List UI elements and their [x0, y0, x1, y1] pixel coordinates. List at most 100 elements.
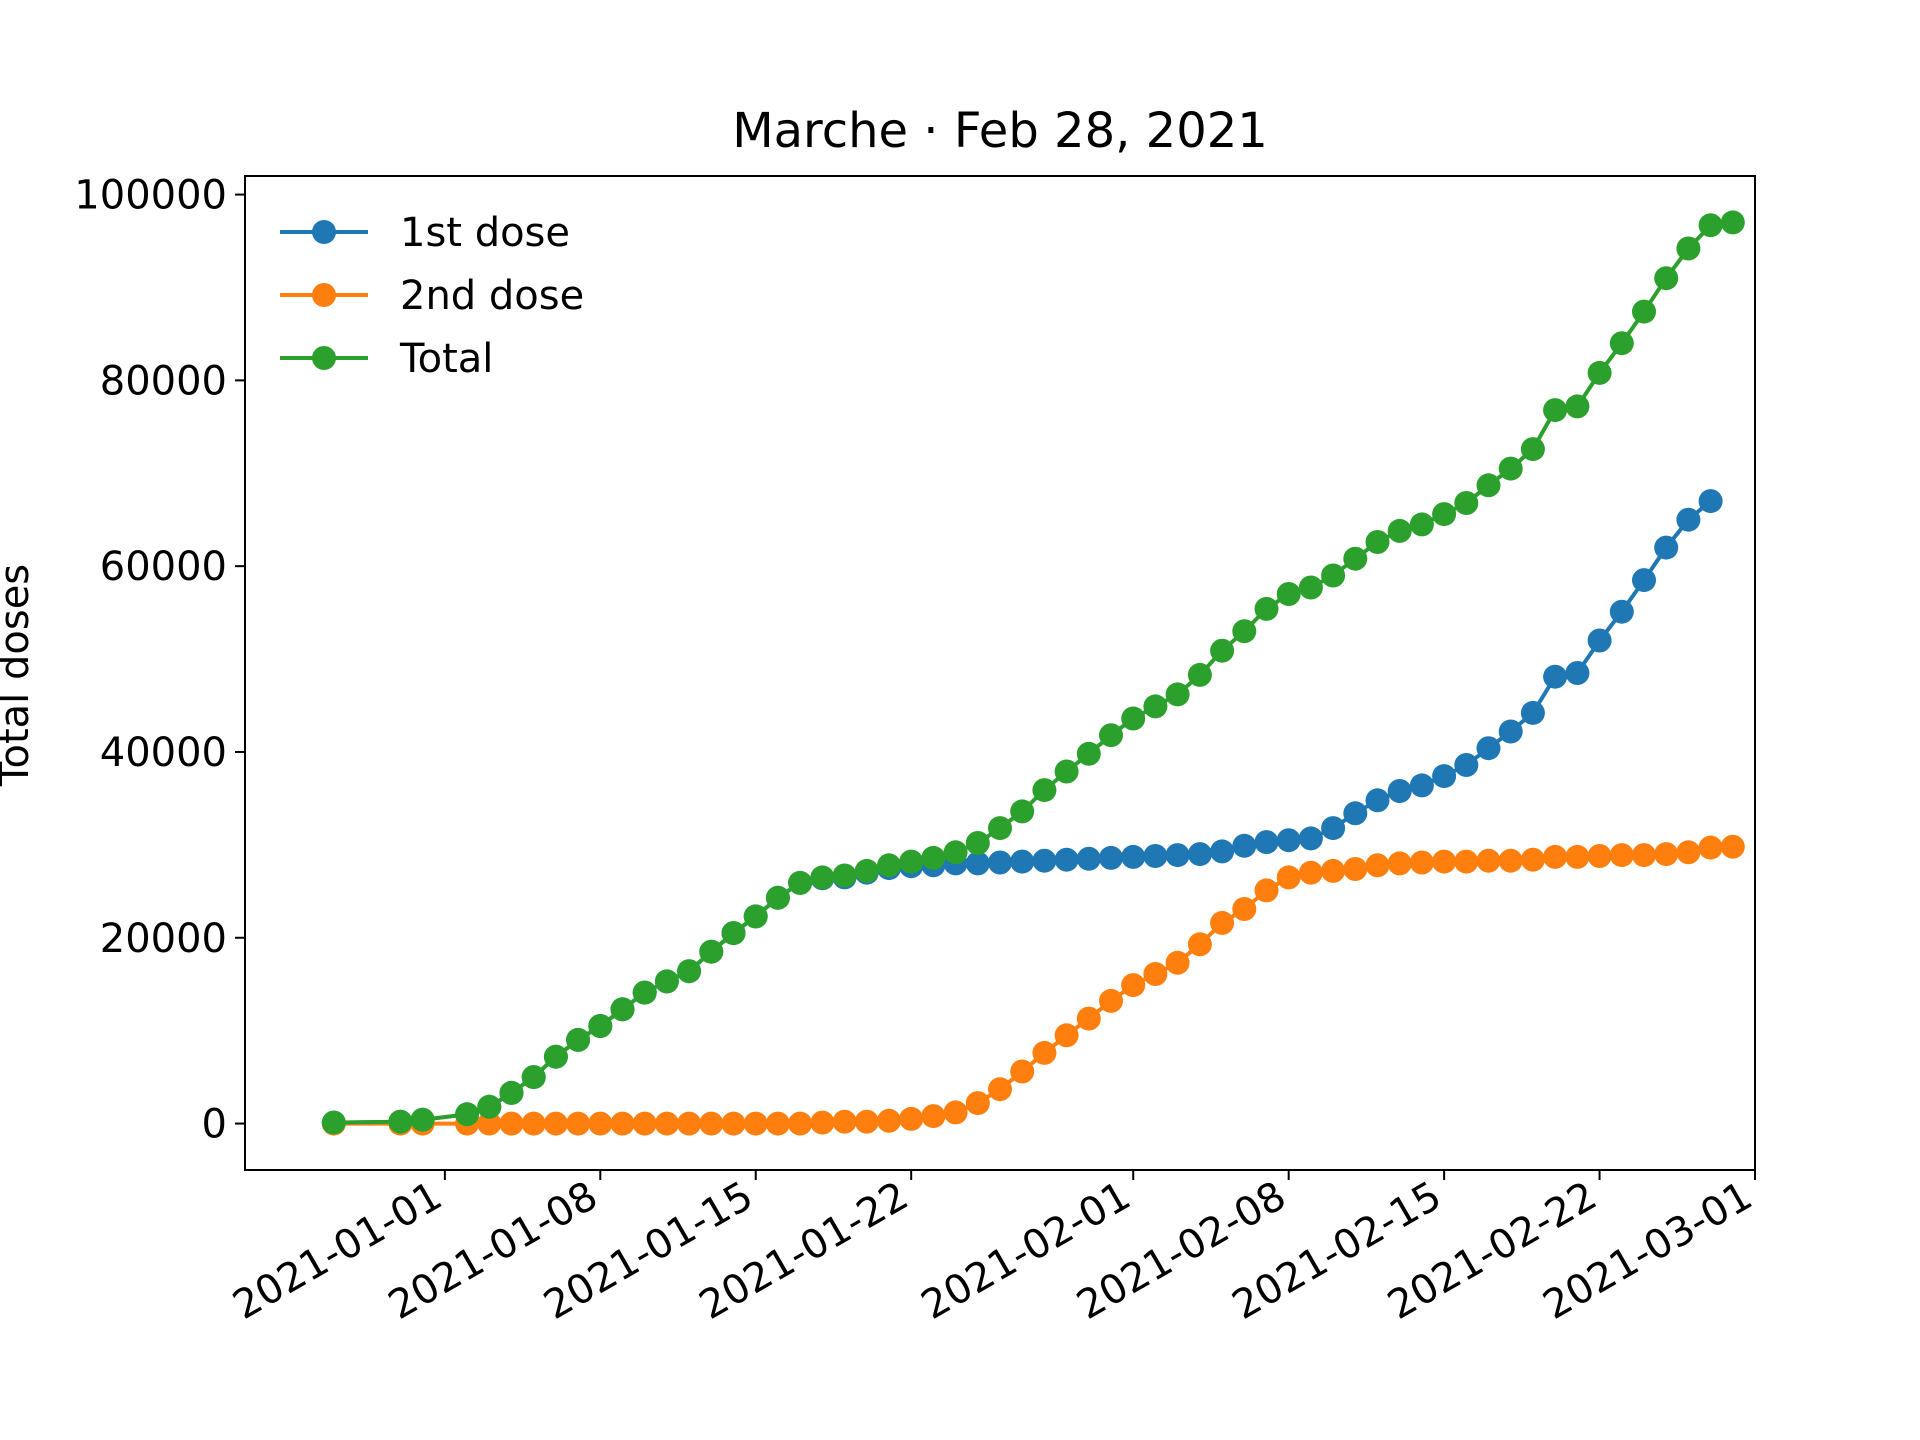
data-point-total [877, 853, 901, 878]
data-point-total [1609, 331, 1634, 356]
data-point-first-dose [1454, 753, 1479, 777]
plot-frame [244, 175, 1756, 1171]
data-point-total [1520, 437, 1545, 462]
data-point-second-dose [1143, 962, 1168, 986]
y-tick-label: 60000 [100, 544, 227, 590]
data-point-second-dose [943, 1100, 968, 1125]
data-point-total [1054, 759, 1079, 784]
data-point-total [455, 1102, 480, 1127]
data-point-second-dose [521, 1111, 546, 1136]
data-point-first-dose [1076, 846, 1101, 871]
data-point-total [832, 863, 857, 888]
data-point-first-dose [1343, 801, 1368, 826]
data-point-total [1387, 518, 1412, 543]
data-point-second-dose [1476, 848, 1501, 873]
data-point-total [1254, 596, 1279, 621]
data-point-second-dose [1520, 847, 1545, 872]
data-point-second-dose [899, 1106, 924, 1131]
data-point-second-dose [677, 1111, 702, 1136]
data-point-total [854, 858, 879, 883]
data-point-total [1454, 491, 1479, 515]
data-point-second-dose [1254, 878, 1279, 903]
data-point-total [1032, 778, 1057, 803]
data-point-total [588, 1014, 613, 1038]
data-point-second-dose [610, 1111, 635, 1136]
data-point-total [1409, 512, 1434, 537]
data-point-second-dose [477, 1111, 502, 1136]
data-point-first-dose [1298, 826, 1323, 851]
data-point-second-dose [1010, 1059, 1035, 1084]
data-point-first-dose [1321, 816, 1346, 841]
data-point-total [1365, 530, 1390, 554]
data-point-second-dose [632, 1111, 657, 1136]
y-axis: 0 20000 40000 60000 80000 100000 [74, 173, 245, 1148]
data-point-total [632, 980, 657, 1005]
data-point-second-dose [765, 1111, 790, 1136]
data-point-second-dose [499, 1111, 524, 1136]
data-point-second-dose [1432, 849, 1457, 874]
data-point-total [321, 1110, 346, 1135]
data-point-second-dose [654, 1111, 679, 1136]
data-point-second-dose [543, 1111, 568, 1136]
data-point-total [610, 997, 635, 1022]
data-point-first-dose [1165, 843, 1190, 868]
data-point-second-dose [1298, 860, 1323, 885]
data-point-total [410, 1107, 435, 1132]
data-point-second-dose [1698, 835, 1723, 860]
legend: 1st dose 2nd dose Total [280, 210, 584, 382]
data-point-first-dose [1432, 764, 1457, 789]
data-point-second-dose [1165, 950, 1190, 975]
data-point-total [499, 1080, 524, 1105]
data-point-total [1099, 723, 1123, 748]
data-point-total [1232, 619, 1257, 644]
legend-marker-second-dose [312, 283, 336, 307]
data-point-second-dose [1632, 843, 1656, 868]
data-point-second-dose [1099, 988, 1123, 1013]
data-point-second-dose [965, 1091, 990, 1116]
data-point-total [1498, 456, 1523, 481]
data-point-total [1432, 502, 1457, 527]
data-point-first-dose [1609, 599, 1634, 624]
data-point-second-dose [988, 1077, 1012, 1102]
plot-marks [321, 210, 1745, 1136]
data-point-second-dose [1387, 851, 1412, 876]
data-point-total [1698, 213, 1723, 238]
data-point-second-dose [1321, 858, 1346, 883]
legend-marker-first-dose [312, 220, 336, 244]
legend-label-second-dose: 2nd dose [400, 273, 584, 319]
data-point-first-dose [1587, 628, 1612, 653]
data-point-second-dose [788, 1111, 813, 1136]
data-point-second-dose [1276, 865, 1301, 890]
data-point-first-dose [1010, 849, 1035, 874]
data-point-total [1587, 360, 1612, 385]
data-point-total [1632, 299, 1656, 324]
data-point-first-dose [1565, 661, 1590, 685]
data-point-first-dose [1387, 779, 1412, 803]
data-point-total [988, 816, 1012, 841]
data-point-second-dose [1498, 848, 1523, 873]
legend-label-total: Total [399, 336, 493, 382]
data-point-second-dose [921, 1104, 946, 1129]
data-point-total [388, 1109, 413, 1134]
chart-title: Marche · Feb 28, 2021 [732, 103, 1268, 159]
data-point-first-dose [1187, 842, 1212, 867]
data-point-second-dose [699, 1111, 724, 1136]
data-point-second-dose [1210, 910, 1235, 935]
data-point-total [943, 840, 968, 865]
data-point-total [1187, 662, 1212, 687]
data-point-first-dose [965, 851, 990, 876]
y-tick-label: 20000 [100, 916, 227, 962]
data-point-total [1076, 741, 1101, 766]
data-point-total [1720, 210, 1745, 235]
data-point-second-dose [1365, 853, 1390, 878]
data-point-second-dose [588, 1111, 613, 1136]
data-point-total [1276, 582, 1301, 606]
data-point-second-dose [1543, 844, 1568, 869]
data-point-second-dose [1032, 1040, 1057, 1065]
data-point-total [654, 969, 679, 994]
data-point-total [965, 831, 990, 855]
data-point-total [543, 1044, 568, 1069]
legend-marker-total [312, 346, 336, 370]
data-point-second-dose [1587, 844, 1612, 868]
